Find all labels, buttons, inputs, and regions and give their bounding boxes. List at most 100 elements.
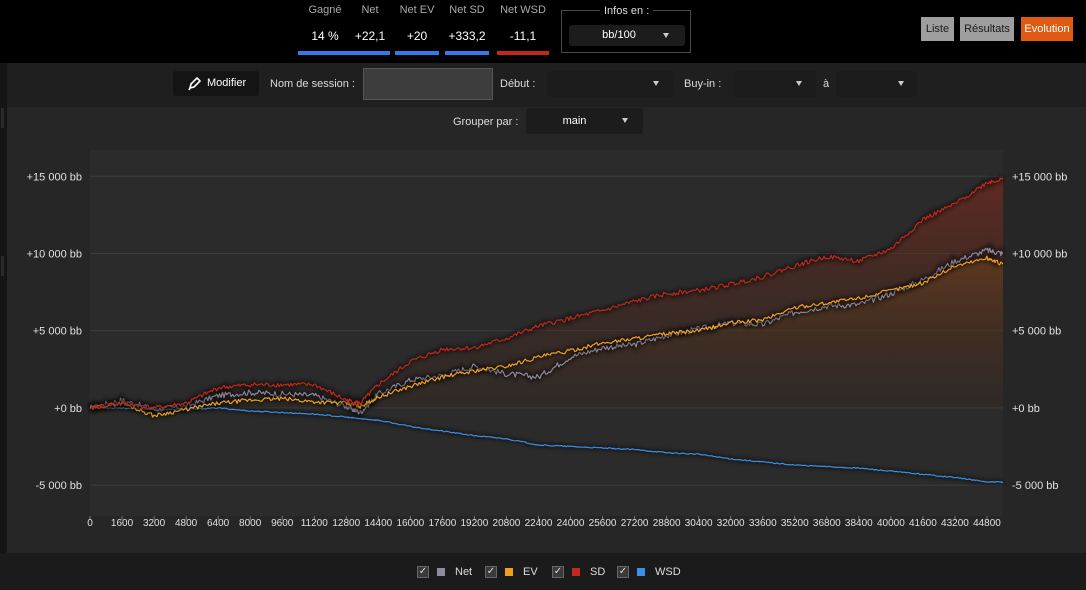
x-tick-label: 35200 — [781, 518, 809, 529]
buyin-to-select[interactable] — [836, 71, 918, 97]
checkbox-icon[interactable]: ✓ — [617, 566, 629, 578]
infos-label: Infos en : — [600, 5, 654, 17]
stat-value: +22,1 — [354, 29, 386, 43]
y-tick-label: +0 bb — [1012, 403, 1040, 415]
legend-swatch — [637, 568, 645, 576]
stat-label: Net — [361, 4, 379, 16]
y-tick-label: +5 000 bb — [1012, 326, 1061, 338]
stat-value: +20 — [406, 29, 428, 43]
x-tick-label: 43200 — [941, 518, 969, 529]
x-axis: 0 1600 3200 4800 6400 8000 9600 11200 12800 14400… — [87, 516, 1001, 529]
x-tick-label: 16000 — [396, 518, 424, 529]
x-tick-label: 24000 — [557, 518, 585, 529]
x-tick-label: 44800 — [973, 518, 1001, 529]
view-liste-button[interactable]: Liste — [921, 17, 954, 41]
stat-label: Gagné — [308, 4, 342, 16]
buyin-label: Buy-in : — [684, 78, 722, 90]
y-tick-label: +10 000 bb — [1012, 248, 1067, 260]
x-tick-label: 28800 — [653, 518, 681, 529]
stat-bar — [395, 51, 439, 55]
legend-swatch — [505, 568, 513, 576]
infos-unit-select[interactable]: bb/100 — [569, 25, 685, 46]
y-tick-label: +15 000 bb — [1012, 171, 1067, 183]
x-tick-label: 1600 — [111, 518, 134, 529]
area-fills — [90, 178, 1003, 408]
left-edge — [0, 63, 7, 590]
x-tick-label: 32000 — [717, 518, 745, 529]
debut-label: Début : — [500, 78, 536, 90]
y-tick-label: -5 000 bb — [36, 480, 82, 492]
y-tick-label: +15 000 bb — [27, 171, 82, 183]
legend-label: WSD — [655, 566, 681, 578]
stat-bar — [497, 51, 549, 55]
debut-select[interactable] — [547, 71, 673, 97]
infos-unit-value: bb/100 — [602, 29, 636, 41]
x-tick-label: 9600 — [271, 518, 294, 529]
x-tick-label: 20800 — [493, 518, 521, 529]
view-resultats-button[interactable]: Résultats — [960, 17, 1014, 41]
net-line — [89, 247, 1004, 415]
legend-label: SD — [590, 566, 606, 578]
evolution-chart: -5 000 bb +0 bb +5 000 bb +10 000 bb +15 000… — [27, 171, 1068, 529]
x-tick-label: 0 — [87, 518, 93, 529]
group-by-value: main — [562, 115, 587, 127]
y-tick-label: -5 000 bb — [1012, 480, 1058, 492]
group-by-select[interactable]: main — [526, 108, 643, 134]
x-tick-label: 17600 — [428, 518, 456, 529]
x-tick-label: 38400 — [845, 518, 873, 529]
pencil-icon — [188, 77, 201, 91]
ev-area — [90, 256, 1003, 408]
legend-label: EV — [523, 566, 538, 578]
x-tick-label: 3200 — [143, 518, 166, 529]
edge-tick — [1, 256, 4, 276]
chevron-down-icon — [653, 81, 659, 86]
stat-label: Net SD — [449, 4, 485, 16]
checkbox-icon[interactable]: ✓ — [552, 566, 564, 578]
stat-value: -11,1 — [509, 29, 537, 43]
stats-bar: Gagné 14 % Net +22,1 Net EV +20 Net SD +… — [0, 0, 1086, 62]
to-label: à — [823, 78, 830, 90]
stat-label: Net EV — [399, 4, 435, 16]
view-evolution-button[interactable]: Evolution — [1021, 17, 1073, 41]
x-tick-label: 41600 — [909, 518, 937, 529]
stat-bar — [298, 51, 352, 55]
stat-bar — [445, 51, 489, 55]
buyin-from-select[interactable] — [734, 71, 816, 97]
x-tick-label: 30400 — [685, 518, 713, 529]
chevron-down-icon — [898, 81, 904, 86]
stat-bar — [350, 51, 390, 55]
group-by-label: Grouper par : — [453, 116, 519, 128]
infos-group: Infos en : bb/100 — [561, 5, 691, 53]
x-tick-label: 6400 — [207, 518, 230, 529]
stat-value: 14 % — [311, 29, 339, 43]
session-name-input[interactable] — [363, 68, 493, 100]
y-tick-label: +10 000 bb — [27, 248, 82, 260]
x-tick-label: 40000 — [877, 518, 905, 529]
y-axis-left: -5 000 bb +0 bb +5 000 bb +10 000 bb +15 000… — [27, 171, 82, 492]
x-tick-label: 19200 — [461, 518, 489, 529]
ev-line — [89, 255, 1004, 418]
x-tick-label: 22400 — [525, 518, 553, 529]
checkbox-icon[interactable]: ✓ — [417, 566, 429, 578]
edge-tick — [1, 108, 4, 128]
wsd-line — [89, 406, 1004, 484]
x-tick-label: 33600 — [749, 518, 777, 529]
series-lines — [88, 173, 1005, 486]
x-tick-label: 25600 — [589, 518, 617, 529]
legend-swatch — [572, 568, 580, 576]
x-tick-label: 4800 — [175, 518, 198, 529]
x-tick-label: 12800 — [332, 518, 360, 529]
modifier-button[interactable]: Modifier — [173, 71, 259, 96]
chevron-down-icon — [796, 81, 802, 86]
legend-bar: ✓ Net ✓ EV ✓ SD ✓ WSD — [0, 553, 1086, 590]
session-label: Nom de session : — [270, 78, 355, 90]
chevron-down-icon — [663, 32, 669, 38]
legend-label: Net — [455, 566, 473, 578]
stat-label: Net WSD — [500, 4, 546, 16]
x-tick-label: 14400 — [364, 518, 392, 529]
modifier-label: Modifier — [207, 77, 247, 89]
x-tick-label: 8000 — [239, 518, 262, 529]
checkbox-icon[interactable]: ✓ — [485, 566, 497, 578]
y-axis-right: -5 000 bb +0 bb +5 000 bb +10 000 bb +15 000… — [1012, 171, 1067, 492]
legend-swatch — [437, 568, 445, 576]
